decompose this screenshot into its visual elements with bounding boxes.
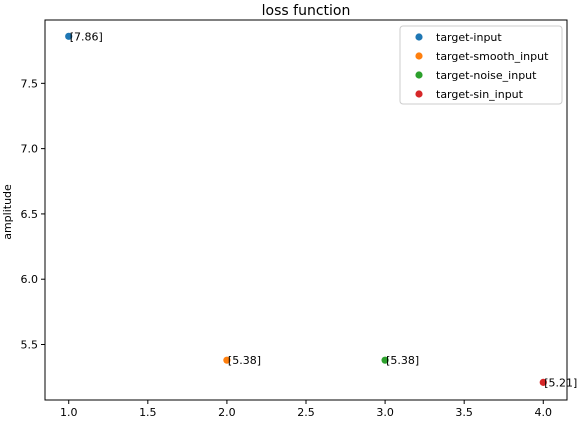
legend: target-input target-smooth_input target-no…: [399, 25, 563, 105]
x-tick-label: 3.0: [376, 406, 394, 419]
legend-marker: [415, 33, 423, 41]
data-label: [5.38]: [386, 354, 419, 367]
data-point-target-smooth_input: [223, 356, 231, 364]
legend-marker: [415, 71, 423, 79]
y-tick-label: 6.0: [21, 273, 39, 286]
x-tick-label: 2.5: [297, 406, 315, 419]
chart-title: loss function: [262, 3, 351, 19]
data-points: [7.86] [5.38] [5.38] [5.21]: [65, 30, 577, 389]
y-tick-label: 5.5: [21, 339, 39, 352]
data-point-target-input: [65, 32, 73, 40]
legend-entry: target-input: [436, 31, 502, 44]
y-tick-label: 7.0: [21, 143, 39, 156]
x-tick-label: 1.5: [139, 406, 157, 419]
data-label: [5.38]: [228, 354, 261, 367]
data-point-target-noise_input: [381, 356, 389, 364]
y-tick-label: 7.5: [21, 77, 39, 90]
data-label: [5.21]: [544, 376, 577, 389]
y-tick-label: 6.5: [21, 208, 39, 221]
legend-entry: target-sin_input: [436, 88, 524, 101]
legend-entry: target-noise_input: [436, 69, 537, 82]
x-tick-label: 2.0: [218, 406, 236, 419]
y-axis-label: amplitude: [1, 184, 14, 240]
legend-box: [399, 25, 563, 105]
legend-marker: [415, 90, 423, 98]
data-label: [7.86]: [70, 30, 103, 43]
legend-marker: [415, 52, 423, 60]
x-tick-label: 1.0: [60, 406, 78, 419]
x-tick-label: 4.0: [535, 406, 553, 419]
legend-entry: target-smooth_input: [436, 50, 549, 63]
data-point-target-sin_input: [539, 378, 547, 386]
x-axis-ticks: 1.0 1.5 2.0 2.5 3.0 3.5 4.0: [60, 400, 552, 419]
x-tick-label: 3.5: [455, 406, 473, 419]
y-axis-ticks: 5.5 6.0 6.5 7.0 7.5: [21, 77, 45, 352]
